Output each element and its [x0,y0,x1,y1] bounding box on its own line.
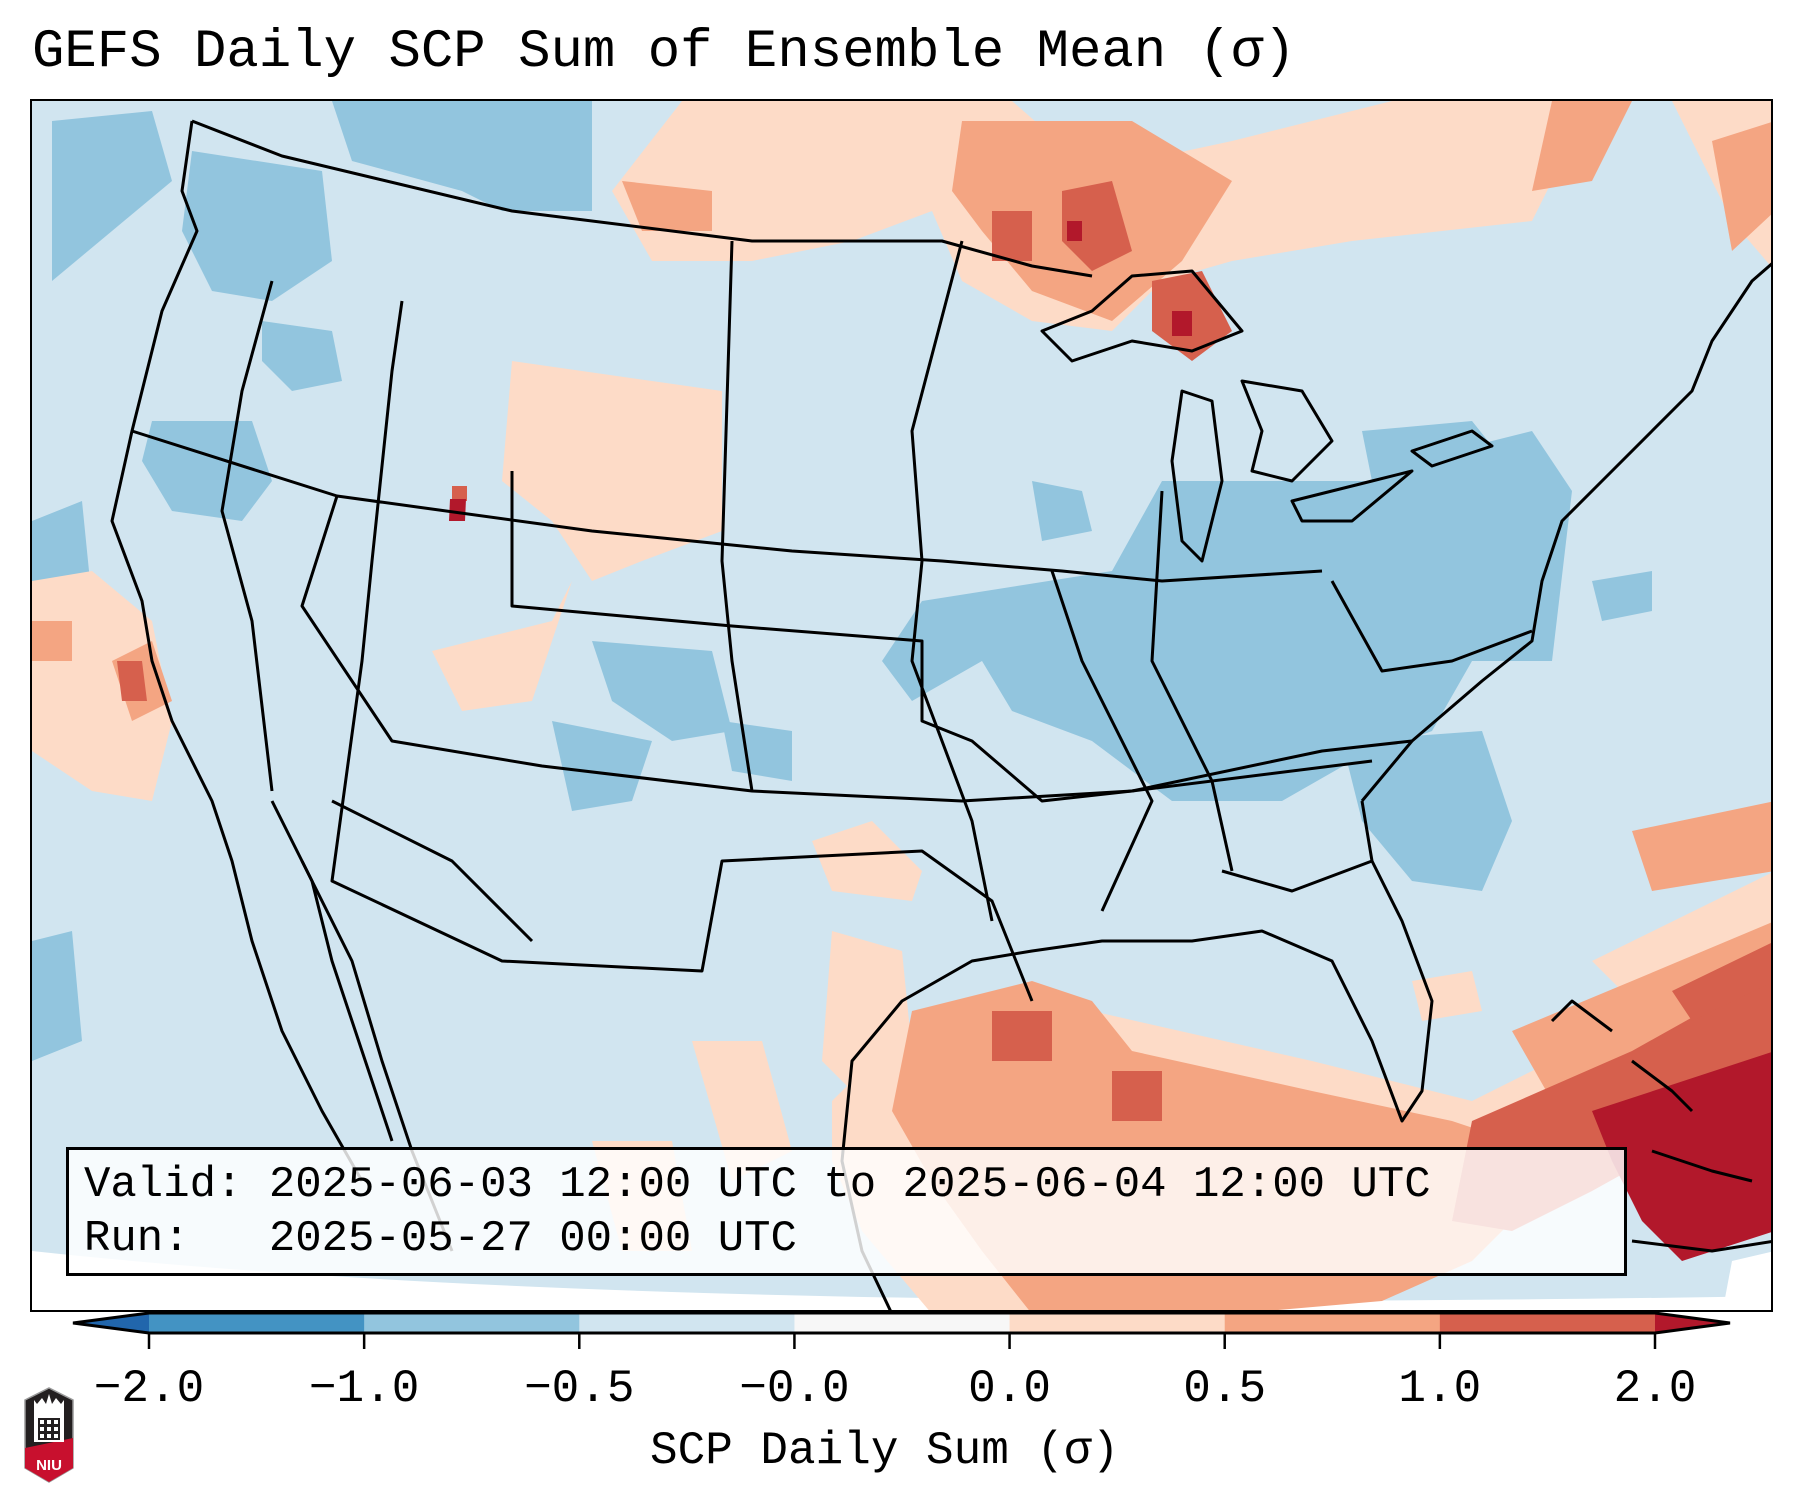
map-panel [30,99,1773,1312]
colorbar-tick-label: 1.0 [1398,1363,1482,1415]
colorbar-extend-high [1655,1313,1730,1333]
field-neg-0.5-to-1 [32,101,1652,1061]
colorbar-tick-label: 0.0 [968,1363,1051,1415]
field-above-2 [449,221,1771,1261]
colorbar-segment [1009,1313,1226,1333]
colorbar-tick-label: 0.5 [1183,1363,1267,1415]
state-borders [510,471,1133,803]
state-borders [131,429,1323,583]
state-borders [1150,490,1234,872]
islands-caribbean [1651,1149,1753,1183]
coastline-atlantic [1360,262,1771,802]
lake-ontario [1410,429,1494,468]
map-canvas [32,101,1771,1310]
islands-caribbean [1631,1059,1694,1113]
colorbar-segment [579,1313,795,1333]
state-borders [331,799,534,943]
state-borders [910,240,994,922]
state-borders [1050,570,1154,912]
lake-michigan [1170,389,1224,563]
colorbar-tick-label: −1.0 [308,1363,420,1415]
colorbar-segment [364,1313,580,1333]
valid-time-box: Valid: 2025-06-03 12:00 UTC to 2025-06-0… [66,1147,1627,1276]
niu-logo-icon: NIU [20,1386,78,1486]
state-borders [330,300,1034,1002]
colorbar-tick-label: −0.0 [739,1363,850,1415]
state-borders [1221,859,1373,893]
colorbar-tick-label: −2.0 [93,1363,205,1415]
colorbar-segment [1439,1313,1656,1333]
colorbar-segment [794,1313,1011,1333]
islands-caribbean [1631,1239,1771,1253]
run-time-text: Run: 2025-05-27 00:00 UTC [84,1214,797,1264]
colorbar-axis-label: SCP Daily Sum (σ) [650,1425,1120,1477]
chart-title: GEFS Daily SCP Sum of Ensemble Mean (σ) [32,22,1296,83]
state-borders [1330,580,1533,673]
colorbar-tick-label: 2.0 [1613,1363,1697,1415]
state-borders [1131,739,1413,793]
lake-erie [1290,469,1414,523]
lake-huron [1240,379,1334,483]
colorbar [72,1311,1731,1349]
colorbar-segment [149,1313,365,1333]
coastline-baja [270,800,394,1142]
projection-edge [1722,1251,1771,1310]
coastline-gulf [840,800,1434,1310]
coastline-pacific [110,120,364,1182]
logo-text: NIU [36,1457,62,1474]
state-borders [720,240,754,792]
islands-caribbean [1550,999,1613,1033]
lake-superior [1040,269,1244,363]
valid-time-text: Valid: 2025-06-03 12:00 UTC to 2025-06-0… [84,1160,1431,1210]
colorbar-tick-label: −0.5 [524,1363,635,1415]
colorbar-extend-low [73,1313,149,1333]
border-canada [191,119,1093,278]
state-borders [220,280,274,792]
colorbar-segment [1224,1313,1441,1333]
projection-edge [32,1251,1771,1310]
